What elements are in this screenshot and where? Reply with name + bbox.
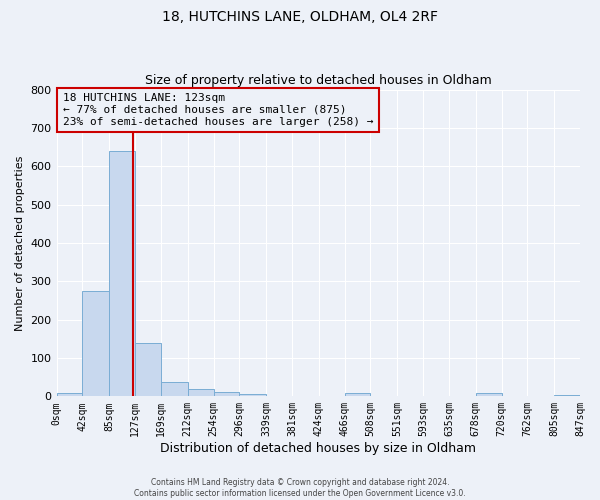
Bar [56,394,82,396]
Bar [554,395,580,396]
Text: Contains HM Land Registry data © Crown copyright and database right 2024.
Contai: Contains HM Land Registry data © Crown c… [134,478,466,498]
Bar [82,291,109,397]
Text: 18 HUTCHINS LANE: 123sqm
← 77% of detached houses are smaller (875)
23% of semi-: 18 HUTCHINS LANE: 123sqm ← 77% of detach… [63,94,373,126]
Text: 18, HUTCHINS LANE, OLDHAM, OL4 2RF: 18, HUTCHINS LANE, OLDHAM, OL4 2RF [162,10,438,24]
Y-axis label: Number of detached properties: Number of detached properties [15,156,25,330]
Bar [109,151,135,396]
Bar [344,394,370,396]
Title: Size of property relative to detached houses in Oldham: Size of property relative to detached ho… [145,74,491,87]
Bar [135,342,161,396]
Bar [161,382,188,396]
Bar [239,394,266,396]
Bar [188,388,214,396]
Bar [214,392,239,396]
X-axis label: Distribution of detached houses by size in Oldham: Distribution of detached houses by size … [160,442,476,455]
Bar [476,394,502,396]
